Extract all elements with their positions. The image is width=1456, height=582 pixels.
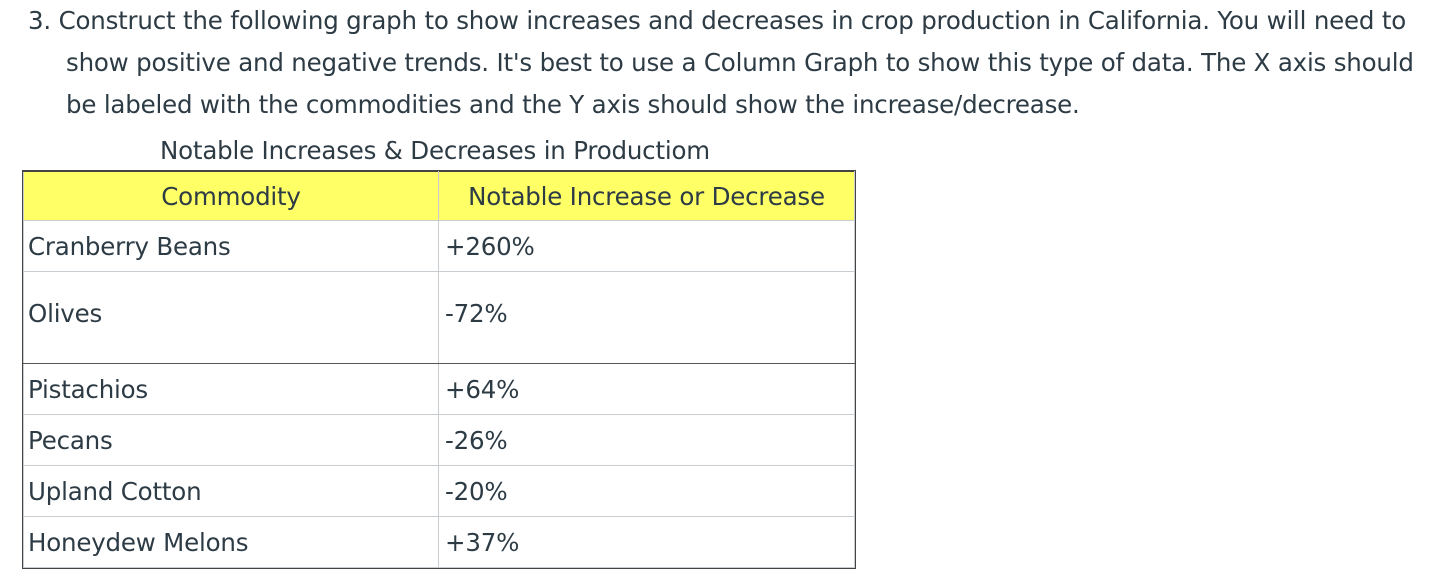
commodity-cell: Olives <box>23 271 439 364</box>
change-cell: -26% <box>438 414 855 466</box>
question-text: 3. Construct the following graph to show… <box>28 0 1448 126</box>
commodity-cell: Pecans <box>23 414 439 466</box>
commodity-text: Olives <box>28 299 103 328</box>
commodity-cell: Upland Cotton <box>23 465 439 517</box>
commodity-cell: Cranberry Beans <box>23 220 439 272</box>
change-cell: -72% <box>438 271 855 364</box>
production-table: Commodity Notable Increase or Decrease C… <box>22 170 856 569</box>
question-line-1: 3. Construct the following graph to show… <box>28 6 1407 35</box>
table-row: Cranberry Beans +260% <box>23 220 855 272</box>
change-cell: +64% <box>438 363 855 415</box>
table-header-row: Commodity Notable Increase or Decrease <box>23 171 855 221</box>
table-row: Olives -72% <box>23 271 855 364</box>
change-text: -72% <box>445 299 508 328</box>
table-row: Upland Cotton -20% <box>23 465 855 517</box>
table-row: Pecans -26% <box>23 414 855 466</box>
table-row: Honeydew Melons +37% <box>23 516 855 568</box>
column-header-change: Notable Increase or Decrease <box>438 171 855 221</box>
change-cell: -20% <box>438 465 855 517</box>
table-row: Pistachios +64% <box>23 363 855 415</box>
commodity-cell: Pistachios <box>23 363 439 415</box>
question-line-3: be labeled with the commodities and the … <box>66 90 1080 119</box>
question-line-2: show positive and negative trends. It's … <box>66 48 1414 77</box>
column-header-commodity: Commodity <box>23 171 439 221</box>
table-caption: Notable Increases & Decreases in Product… <box>160 136 710 165</box>
commodity-cell: Honeydew Melons <box>23 516 439 568</box>
change-cell: +260% <box>438 220 855 272</box>
change-cell: +37% <box>438 516 855 568</box>
